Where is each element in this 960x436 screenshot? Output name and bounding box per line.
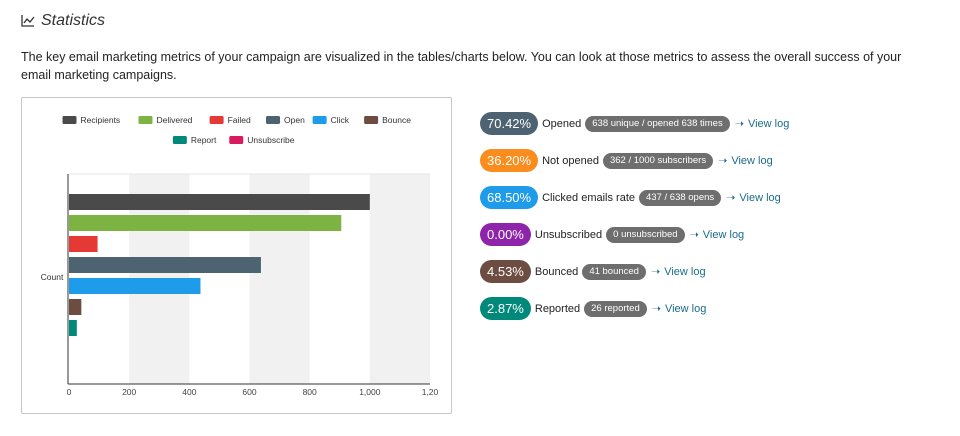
legend-label: Bounce <box>382 115 411 125</box>
statistics-chart: 0 200 400 600 800 1,000 1,20 Count Recipients Del… <box>21 97 452 414</box>
arrow-right-icon: ➝ <box>689 229 699 241</box>
x-tick-label: 1,20 <box>422 387 439 397</box>
legend-swatch <box>62 116 77 124</box>
percent-badge: 70.42% <box>480 112 539 135</box>
bar-open <box>69 257 261 273</box>
legend-swatch <box>312 116 327 124</box>
legend-swatch <box>364 116 379 124</box>
arrow-right-icon: ➝ <box>718 155 728 167</box>
legend-label: Unsubscribe <box>247 135 295 145</box>
bar-report <box>69 320 77 336</box>
metric-row-unsubscribed: 0.00% Unsubscribed 0 unsubscribed ➝ View… <box>480 223 744 246</box>
bar-bounce <box>69 299 82 315</box>
legend-swatch <box>209 116 224 124</box>
metric-label: Bounced <box>534 265 579 278</box>
grid-band <box>369 174 430 384</box>
view-log-link[interactable]: View log <box>702 228 745 241</box>
legend-label: Report <box>191 135 217 145</box>
legend-swatch <box>229 136 244 144</box>
metric-row-not-opened: 36.20% Not opened 362 / 1000 subscribers… <box>480 149 773 172</box>
detail-badge: 0 unsubscribed <box>606 226 685 243</box>
x-tick-label: 0 <box>67 387 72 397</box>
view-log-link[interactable]: View log <box>664 302 707 315</box>
detail-badge: 41 bounced <box>582 263 646 280</box>
arrow-right-icon: ➝ <box>734 118 744 130</box>
metric-label: Reported <box>534 302 581 315</box>
legend-label: Recipients <box>81 115 121 125</box>
x-tick-label: 400 <box>182 387 196 397</box>
view-log-link[interactable]: View log <box>731 154 773 167</box>
x-tick-label: 800 <box>303 387 317 397</box>
percent-badge: 0.00% <box>480 223 531 246</box>
metric-row-bounced: 4.53% Bounced 41 bounced ➝ View log <box>480 260 706 283</box>
line-chart-icon <box>21 15 35 27</box>
section-title: Statistics <box>21 12 105 30</box>
bar-click <box>69 278 201 294</box>
view-log-link[interactable]: View log <box>664 265 706 278</box>
view-log-link[interactable]: View log <box>747 117 790 130</box>
bar-recipients <box>69 194 370 210</box>
bar-chart-svg: 0 200 400 600 800 1,000 1,20 Count Recipients Del… <box>41 115 439 397</box>
percent-badge: 2.87% <box>480 297 531 320</box>
legend-swatch <box>138 116 153 124</box>
metric-label: Clicked emails rate <box>542 191 636 204</box>
bar-delivered <box>69 215 342 231</box>
x-tick-label: 200 <box>122 387 136 397</box>
arrow-right-icon: ➝ <box>650 266 661 278</box>
legend-label: Open <box>284 115 305 125</box>
legend-swatch <box>172 136 187 144</box>
arrow-right-icon: ➝ <box>726 192 736 204</box>
bar-failed <box>69 236 98 252</box>
x-tick-label: 600 <box>242 387 256 397</box>
percent-badge: 36.20% <box>480 149 539 172</box>
metric-label: Unsubscribed <box>534 228 603 241</box>
detail-badge: 437 / 638 opens <box>639 189 722 206</box>
legend-label: Click <box>331 115 350 125</box>
legend-label: Failed <box>228 115 251 125</box>
metric-row-reported: 2.87% Reported 26 reported ➝ View log <box>480 297 706 320</box>
percent-badge: 68.50% <box>480 186 539 209</box>
percent-badge: 4.53% <box>480 260 531 283</box>
page-title: Statistics <box>41 12 106 29</box>
description-text: The key email marketing metrics of your … <box>21 50 902 82</box>
detail-badge: 26 reported <box>584 300 647 317</box>
metric-row-clicked: 68.50% Clicked emails rate 437 / 638 ope… <box>480 186 781 209</box>
detail-badge: 362 / 1000 subscribers <box>602 152 714 169</box>
arrow-right-icon: ➝ <box>651 303 661 315</box>
metric-row-opened: 70.42% Opened 638 unique / opened 638 ti… <box>480 112 789 135</box>
metric-label: Not opened <box>542 154 599 167</box>
view-log-link[interactable]: View log <box>739 191 781 204</box>
legend-swatch <box>266 116 280 124</box>
detail-badge: 638 unique / opened 638 times <box>585 115 730 132</box>
x-tick-label: 1,000 <box>359 387 381 397</box>
y-axis-title: Count <box>41 272 64 282</box>
metric-label: Opened <box>542 117 582 130</box>
legend-label: Delivered <box>157 115 193 125</box>
